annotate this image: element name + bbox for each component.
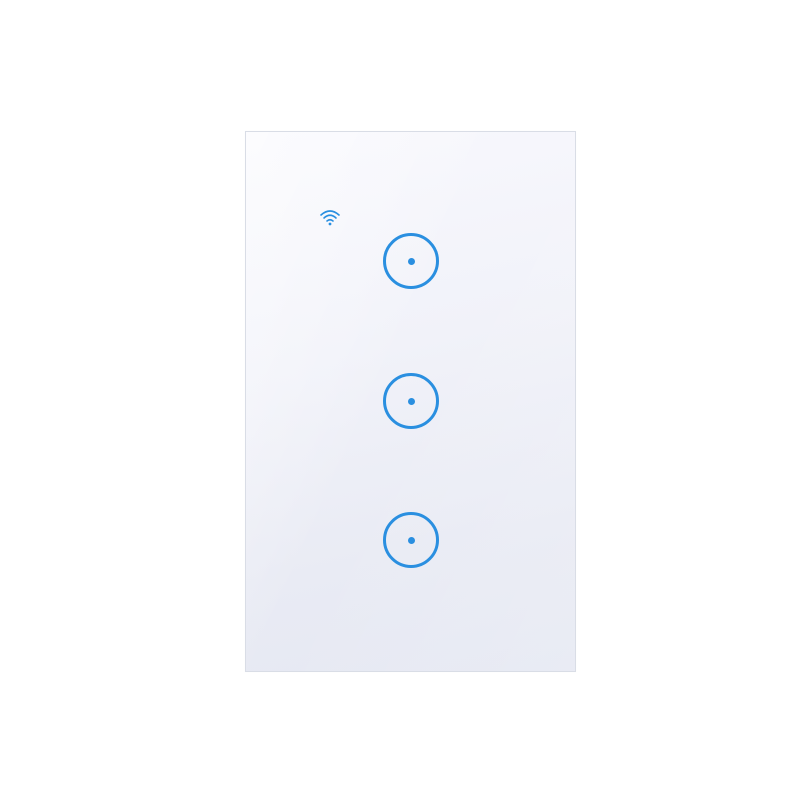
power-ring-icon bbox=[407, 397, 415, 405]
switch-panel bbox=[245, 131, 576, 672]
power-ring-icon bbox=[407, 536, 415, 544]
touch-button-2[interactable] bbox=[383, 373, 439, 429]
touch-button-3[interactable] bbox=[383, 512, 439, 568]
wifi-icon bbox=[320, 210, 340, 226]
power-ring-icon bbox=[407, 257, 415, 265]
touch-button-1[interactable] bbox=[383, 233, 439, 289]
